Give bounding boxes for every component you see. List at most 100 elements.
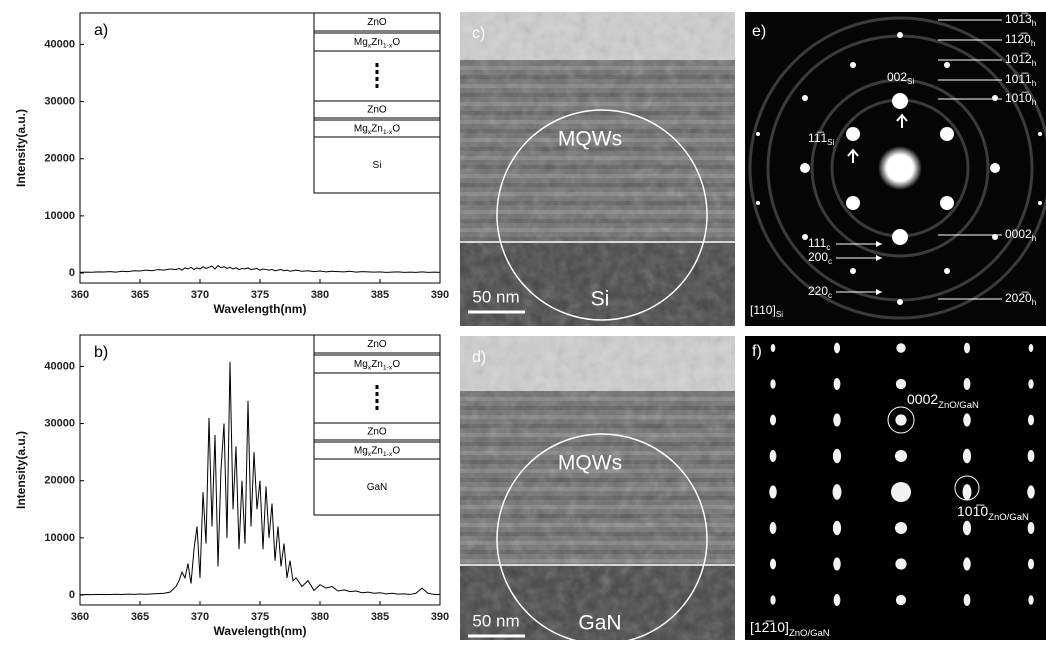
region-label: MQWs	[558, 452, 622, 475]
spot	[802, 95, 808, 101]
subscript: h	[1032, 98, 1037, 107]
text-run: 101̅0	[957, 503, 988, 519]
spot	[770, 595, 775, 604]
spot	[834, 594, 841, 606]
spot	[771, 344, 776, 352]
spot	[895, 522, 907, 534]
spot	[846, 196, 860, 210]
spot	[770, 379, 775, 388]
text-run: Si	[373, 160, 382, 171]
spot	[964, 594, 971, 606]
x-tick-label: 385	[371, 611, 389, 623]
spot	[770, 522, 777, 534]
spot	[1028, 450, 1035, 462]
spot	[944, 268, 950, 274]
subscript: h	[1031, 39, 1036, 48]
panel-label: c)	[472, 25, 485, 42]
layer-label: ZnO	[367, 339, 387, 350]
spot	[1027, 485, 1035, 498]
x-tick-label: 375	[251, 611, 269, 623]
y-tick-label: 0	[69, 589, 75, 601]
text-run: Zn	[371, 445, 383, 456]
spot	[964, 343, 970, 354]
spot	[834, 343, 840, 354]
layer-label: ZnO	[367, 426, 387, 437]
spot	[990, 163, 1000, 173]
scale-bar-label: 50 nm	[472, 287, 519, 306]
spot	[963, 449, 971, 463]
y-tick-label: 10000	[44, 210, 75, 222]
x-tick-label: 385	[371, 289, 389, 301]
x-tick-label: 360	[71, 289, 89, 301]
spot	[1028, 415, 1034, 426]
text-run: 200	[808, 250, 828, 264]
spot	[833, 557, 841, 570]
spot	[769, 485, 777, 498]
y-axis-label: Intensity(a.u.)	[14, 109, 28, 187]
subscript: c	[828, 257, 832, 266]
x-tick-label: 370	[191, 289, 209, 301]
x-tick-label: 365	[131, 611, 149, 623]
spot	[1038, 132, 1042, 136]
text-run: O	[392, 359, 400, 370]
spot	[1038, 201, 1042, 205]
y-tick-label: 20000	[44, 153, 75, 165]
text-run: ZnO	[367, 17, 387, 28]
ring-label: 101̅3h	[1005, 12, 1036, 28]
spot	[940, 127, 954, 141]
figure: 0100002000030000400003603653703753803853…	[0, 0, 1046, 645]
text-run: 101̅3	[1005, 12, 1032, 26]
spot	[846, 127, 860, 141]
subscript: h	[1032, 79, 1037, 88]
spot	[895, 450, 907, 462]
text-run: Mg	[354, 123, 368, 134]
text-run: Zn	[371, 37, 383, 48]
layer-label: MgxZn1-xO	[354, 445, 400, 458]
panel-label: a)	[94, 22, 108, 39]
panel-label: b)	[94, 344, 108, 361]
y-tick-label: 30000	[44, 417, 75, 429]
ring-label: 112̅0h	[1005, 32, 1035, 48]
text-run: Mg	[354, 359, 368, 370]
text-run: 101̅2	[1005, 52, 1032, 66]
text-run: ZnO	[367, 426, 387, 437]
text-run: 11̅1	[808, 131, 827, 145]
ring-label: 0002h	[1005, 227, 1036, 243]
y-tick-label: 10000	[44, 532, 75, 544]
spot	[940, 196, 954, 210]
spot	[944, 62, 950, 68]
spot	[770, 450, 777, 462]
layer-label: ZnO	[367, 104, 387, 115]
spot	[1029, 344, 1034, 352]
spot	[891, 482, 911, 502]
subscript: ZnO/GaN	[789, 627, 830, 638]
text-run: Mg	[354, 445, 368, 456]
text-run: [12̅10]	[750, 619, 789, 635]
spot	[892, 229, 908, 245]
spot	[834, 378, 841, 390]
text-run: GaN	[367, 482, 388, 493]
spot	[896, 343, 905, 352]
text-run: O	[392, 445, 400, 456]
subscript: Si	[827, 138, 834, 147]
text-run: 202̅0	[1005, 291, 1032, 305]
panel-label: f)	[752, 343, 762, 360]
spot	[964, 378, 971, 390]
spot	[1028, 522, 1035, 534]
spot	[833, 521, 841, 535]
x-tick-label: 390	[431, 611, 449, 623]
spot	[897, 32, 903, 38]
subscript: h	[1032, 298, 1037, 307]
page: body { margin: 0; width: 1046px; height:…	[0, 0, 1046, 645]
spot	[1028, 595, 1033, 604]
x-axis-label: Wavelength(nm)	[214, 302, 307, 316]
subscript: Si	[907, 77, 914, 86]
subscript: ZnO/GaN	[938, 399, 979, 410]
spot	[895, 558, 906, 569]
text-run: 112̅0	[1005, 32, 1031, 46]
text-run: [110]	[750, 303, 776, 317]
spot	[963, 557, 971, 570]
text-run: ZnO	[367, 339, 387, 350]
spot	[896, 379, 906, 389]
ring-label: 101̅1h	[1005, 72, 1036, 88]
